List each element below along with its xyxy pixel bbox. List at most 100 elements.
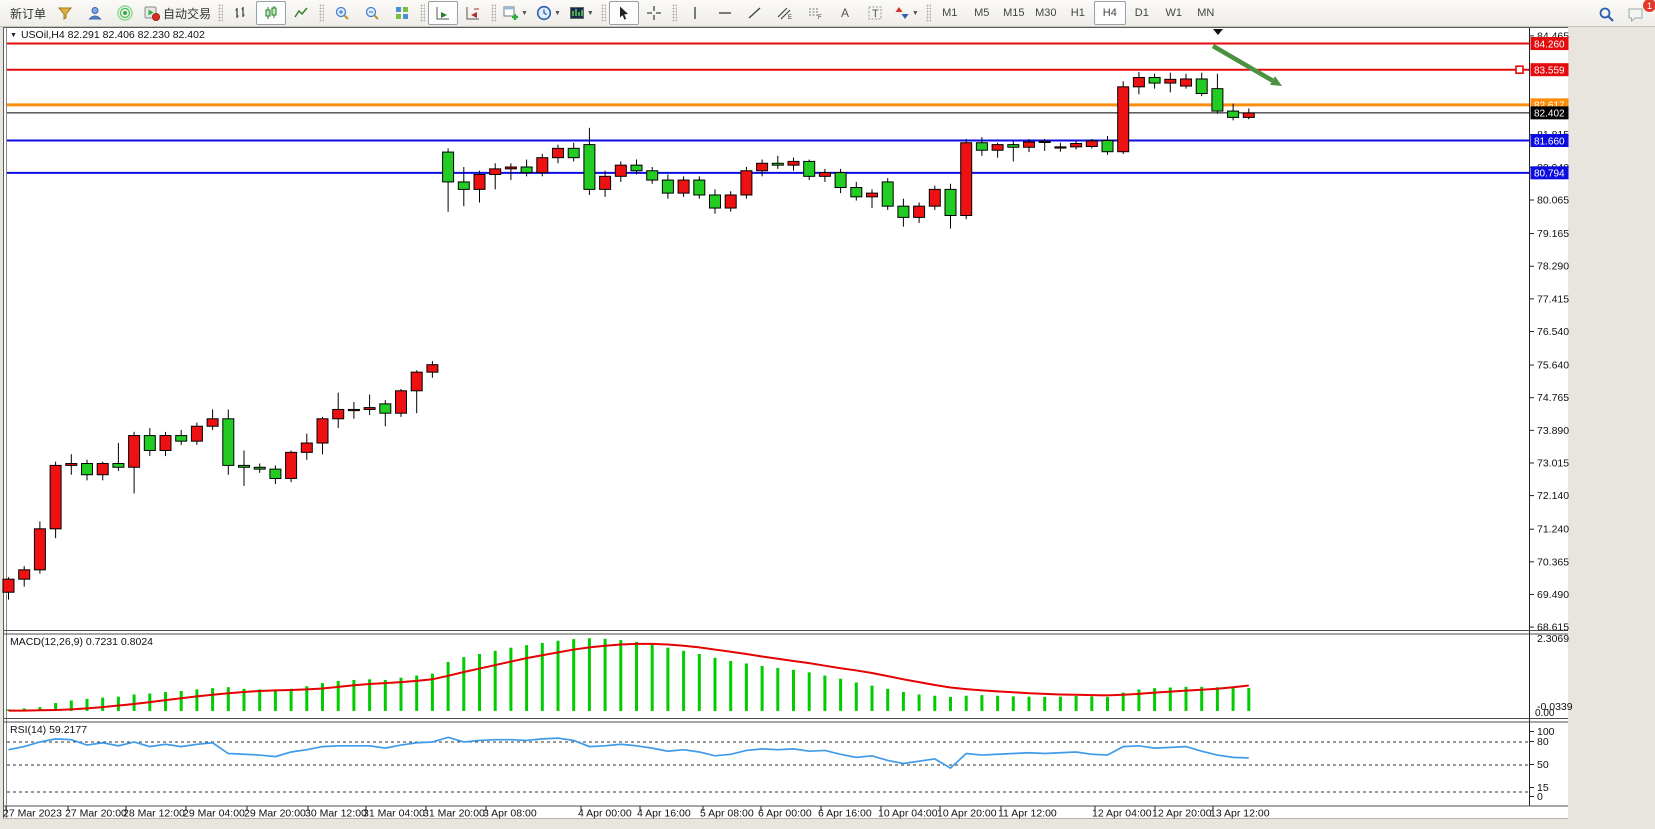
- line-chart-button[interactable]: [286, 1, 316, 25]
- toolbar-grip: [491, 4, 497, 22]
- cursor-button[interactable]: [608, 1, 639, 25]
- timeframe-button-m5[interactable]: M5: [974, 7, 990, 19]
- chart-properties-button[interactable]: ▼: [565, 1, 598, 25]
- trendline-button[interactable]: [740, 1, 770, 25]
- candle: [897, 205, 910, 218]
- candle: [1164, 78, 1177, 84]
- timeframe-button-m30[interactable]: M30: [1035, 7, 1057, 19]
- timeframe-button-m1[interactable]: M1: [942, 7, 958, 19]
- price-tick-label: 79.165: [1537, 228, 1569, 240]
- search-button[interactable]: [1591, 2, 1621, 26]
- new-chart-button[interactable]: ▼: [499, 1, 532, 25]
- toolbar-right-group: 1: [1591, 0, 1655, 26]
- candle: [206, 418, 219, 427]
- new-order-button[interactable]: 新订单: [3, 1, 50, 25]
- candle: [536, 157, 549, 174]
- price-tick-label: 68.615: [1537, 622, 1569, 634]
- candle: [960, 142, 973, 216]
- macd-histogram-bar: [383, 679, 387, 711]
- notifications-button[interactable]: 1: [1621, 0, 1655, 26]
- macd-histogram-bar: [635, 641, 638, 711]
- candle: [803, 160, 816, 177]
- candle: [599, 175, 612, 190]
- text-button[interactable]: A: [830, 1, 860, 25]
- macd-histogram-bar: [760, 666, 764, 711]
- candle: [489, 168, 502, 175]
- candle: [724, 194, 737, 209]
- price-tick-label: 73.890: [1537, 425, 1569, 437]
- timeframe-button-mn[interactable]: MN: [1197, 7, 1215, 19]
- period-button[interactable]: ▼: [532, 1, 565, 25]
- horizontal-line-button[interactable]: [710, 1, 740, 25]
- macd-histogram-bar: [744, 663, 748, 711]
- timeframe-button-h1[interactable]: H1: [1070, 7, 1085, 19]
- arrows-button[interactable]: ▼: [890, 1, 923, 25]
- price-tick-label: 71.240: [1537, 524, 1569, 536]
- macd-histogram-bar: [839, 678, 843, 711]
- macd-histogram-bar: [430, 673, 434, 711]
- zoom-out-button[interactable]: [357, 1, 387, 25]
- macd-histogram-bar: [572, 639, 576, 711]
- auto-scroll-button[interactable]: [428, 1, 459, 25]
- candlestick-chart-button[interactable]: [256, 1, 287, 25]
- price-badge-label: 80.794: [1534, 169, 1565, 180]
- clock-icon: [536, 5, 552, 21]
- market-depth-button[interactable]: [50, 1, 80, 25]
- rsi-scale-0: 0: [1537, 791, 1543, 803]
- timeframe-button-m15[interactable]: M15: [1003, 7, 1025, 19]
- macd-histogram-bar: [823, 675, 827, 711]
- time-label: 4 Apr 00:00: [578, 808, 632, 820]
- rsi-scale-100: 100: [1537, 726, 1555, 738]
- tile-windows-button[interactable]: [387, 1, 417, 25]
- text-label-button[interactable]: T: [860, 1, 890, 25]
- candle: [316, 418, 329, 444]
- line-handle-marker[interactable]: [1515, 65, 1524, 74]
- arrows-icon: [895, 7, 909, 19]
- annotation-arrow-shaft[interactable]: [1211, 44, 1274, 83]
- profile-button[interactable]: [80, 1, 110, 25]
- candle: [1054, 146, 1067, 149]
- fibonacci-button[interactable]: F: [800, 1, 830, 25]
- time-label: 29 Mar 04:00: [183, 808, 245, 820]
- macd-histogram-bar: [1106, 697, 1109, 711]
- zoom-in-button[interactable]: [327, 1, 357, 25]
- candle: [991, 144, 1004, 151]
- macd-histogram-bar: [1090, 696, 1094, 711]
- vertical-line-button[interactable]: [680, 1, 710, 25]
- candle: [787, 160, 800, 166]
- signal-button[interactable]: [110, 1, 140, 25]
- timeframe-button-h4[interactable]: H4: [1093, 1, 1126, 25]
- candle: [709, 194, 721, 209]
- rsi-label: RSI(14) 59.2177: [10, 724, 88, 736]
- candle: [1085, 140, 1098, 147]
- chart-title: ▼ USOil,H4 82.291 82.406 82.230 82.402: [10, 29, 205, 41]
- candle: [646, 170, 659, 181]
- toolbar-grip: [671, 4, 677, 22]
- macd-histogram-bar: [619, 640, 623, 711]
- macd-histogram-bar: [964, 695, 968, 711]
- macd-histogram-bar: [525, 645, 529, 711]
- macd-histogram-bar: [666, 647, 670, 711]
- crosshair-button[interactable]: [639, 1, 669, 25]
- toolbar-grip: [600, 4, 606, 22]
- timeframe-button-w1[interactable]: W1: [1165, 7, 1183, 19]
- chart-shift-button[interactable]: [458, 1, 488, 25]
- timeframe-button-d1[interactable]: D1: [1134, 7, 1149, 19]
- price-tick-label: 77.415: [1537, 293, 1569, 305]
- price-badge: [1530, 166, 1569, 180]
- candle: [1070, 143, 1083, 148]
- candle: [504, 166, 517, 170]
- candlestick-icon: [265, 6, 277, 19]
- bar-chart-button[interactable]: [226, 1, 256, 25]
- candle: [677, 179, 690, 194]
- candle: [269, 468, 282, 479]
- equidistant-channel-button[interactable]: E: [770, 1, 800, 25]
- tile-windows-icon: [396, 7, 409, 19]
- macd-histogram-bar: [85, 698, 89, 711]
- candle: [975, 142, 988, 151]
- auto-trading-button[interactable]: 自动交易: [140, 1, 215, 25]
- candle: [661, 179, 674, 194]
- annotation-arrow-head[interactable]: [1270, 76, 1282, 86]
- symbol-dropdown-icon[interactable]: ▼: [10, 32, 17, 39]
